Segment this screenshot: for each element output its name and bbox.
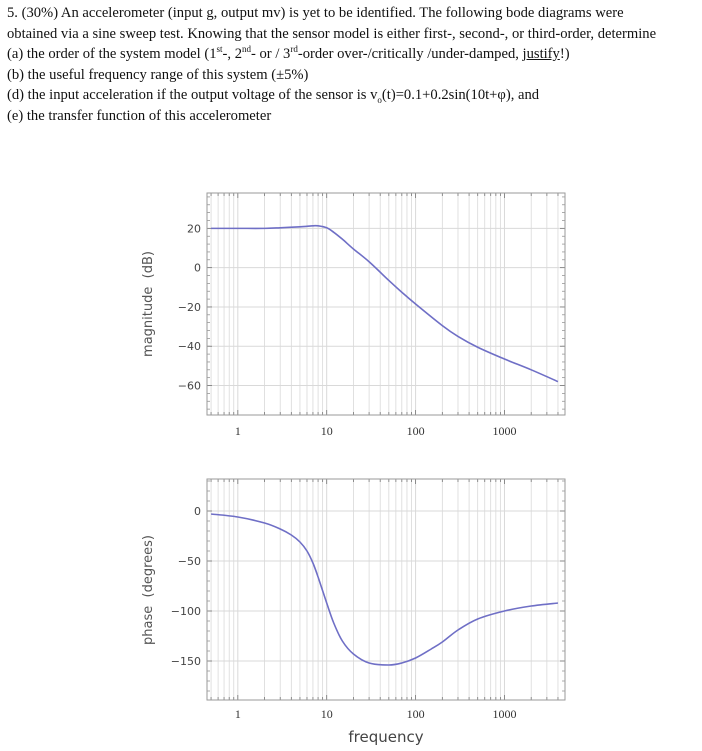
sup-nd: nd — [242, 44, 251, 55]
x-tick-label: 1000 — [492, 424, 516, 438]
part-a-text: !) — [559, 46, 570, 63]
question-line-1: 5. (30%) An accelerometer (input g, outp… — [7, 5, 624, 21]
y-tick-label: −20 — [178, 301, 201, 314]
y-axis-label: magnitude (dB) — [141, 251, 156, 357]
y-tick-label: −100 — [171, 605, 201, 618]
sub-o: o — [377, 95, 382, 106]
x-tick-label: 1000 — [492, 707, 516, 721]
y-tick-label: −60 — [178, 380, 201, 393]
question-part-a: (a) the order of the system model (1st-,… — [7, 44, 702, 65]
x-tick-label: 100 — [407, 424, 425, 438]
grid-lines — [207, 193, 565, 415]
question-part-e: (e) the transfer function of this accele… — [7, 107, 272, 124]
part-d-text: (d) the input acceleration if the output… — [7, 87, 378, 104]
justify-underlined: justify — [522, 46, 560, 63]
phase-curve — [210, 513, 559, 666]
y-tick-label: −150 — [171, 655, 201, 668]
x-axis-label: frequency — [348, 728, 423, 746]
sup-rd: rd — [290, 44, 298, 55]
y-tick-label: 0 — [194, 505, 201, 518]
plot-frame — [206, 192, 566, 416]
part-a-text: - or / 3 — [251, 46, 291, 63]
question-part-b: (b) the useful frequency range of this s… — [7, 66, 309, 83]
x-tick-label: 1 — [235, 707, 241, 721]
plot-frame — [206, 478, 566, 701]
sup-st: st — [216, 44, 223, 55]
question-part-d: (d) the input acceleration if the output… — [7, 85, 702, 106]
y-tick-label: −40 — [178, 340, 201, 353]
x-tick-label: 100 — [407, 707, 425, 721]
y-tick-label: 0 — [194, 262, 201, 275]
phase-plot: 0 −50 −100 −150 1 10 100 1000 phase (degrees) fre… — [141, 478, 566, 746]
magnitude-curve — [211, 224, 559, 383]
y-tick-label: 20 — [187, 222, 201, 235]
x-tick-label: 10 — [321, 707, 333, 721]
part-d-text: (t)=0.1+0.2sin(10t+φ), and — [381, 87, 540, 104]
question-text: 5. (30%) An accelerometer (input g, outp… — [7, 3, 702, 127]
question-line-2: obtained via a sine sweep test. Knowing … — [7, 25, 657, 42]
magnitude-plot: 20 0 −20 −40 −60 1 10 100 1000 magnitude (dB) — [141, 192, 566, 438]
x-tick-label: 10 — [321, 424, 333, 438]
y-tick-label: −50 — [178, 555, 201, 568]
y-axis-label: phase (degrees) — [141, 535, 156, 645]
grid-lines — [207, 479, 565, 700]
part-a-text: -, 2 — [222, 46, 242, 63]
x-tick-label: 1 — [235, 424, 241, 438]
part-a-text: -order over-/critically /under-damped, — [297, 46, 523, 63]
part-a-text: (a) the order of the system model (1 — [7, 46, 217, 63]
